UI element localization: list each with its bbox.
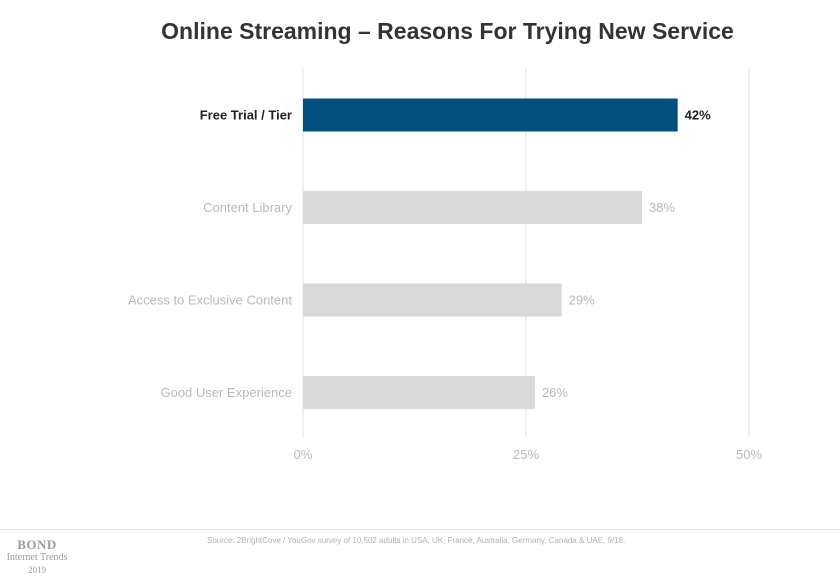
x-tick-label: 0% [294,447,313,462]
data-label: 26% [542,385,568,400]
bar [303,283,562,317]
logo-year: 2019 [28,565,46,575]
category-label: Free Trial / Tier [200,108,292,123]
x-tick-label: 25% [513,447,539,462]
data-label: 29% [569,293,595,308]
bar [303,376,535,409]
data-label: 42% [685,108,711,123]
chart-area: 0% 25% 50% Free Trial / Tier 42% Content Libr… [128,68,762,462]
bar [303,191,642,224]
source-note: Source: 2BrightCove / YouGov survey of 1… [207,536,626,545]
chart-title: Online Streaming – Reasons For Trying Ne… [161,18,734,44]
bond-logo: BOND Internet Trends 2019 [0,538,74,577]
category-label: Access to Exclusive Content [128,293,292,308]
bar [303,98,678,132]
x-tick-label: 50% [736,447,762,462]
category-label: Content Library [203,200,292,215]
footer-divider [0,529,840,530]
data-label: 38% [649,200,675,215]
category-label: Good User Experience [160,385,292,400]
logo-brand: BOND [17,537,57,552]
logo-subtitle: Internet Trends [6,552,68,563]
